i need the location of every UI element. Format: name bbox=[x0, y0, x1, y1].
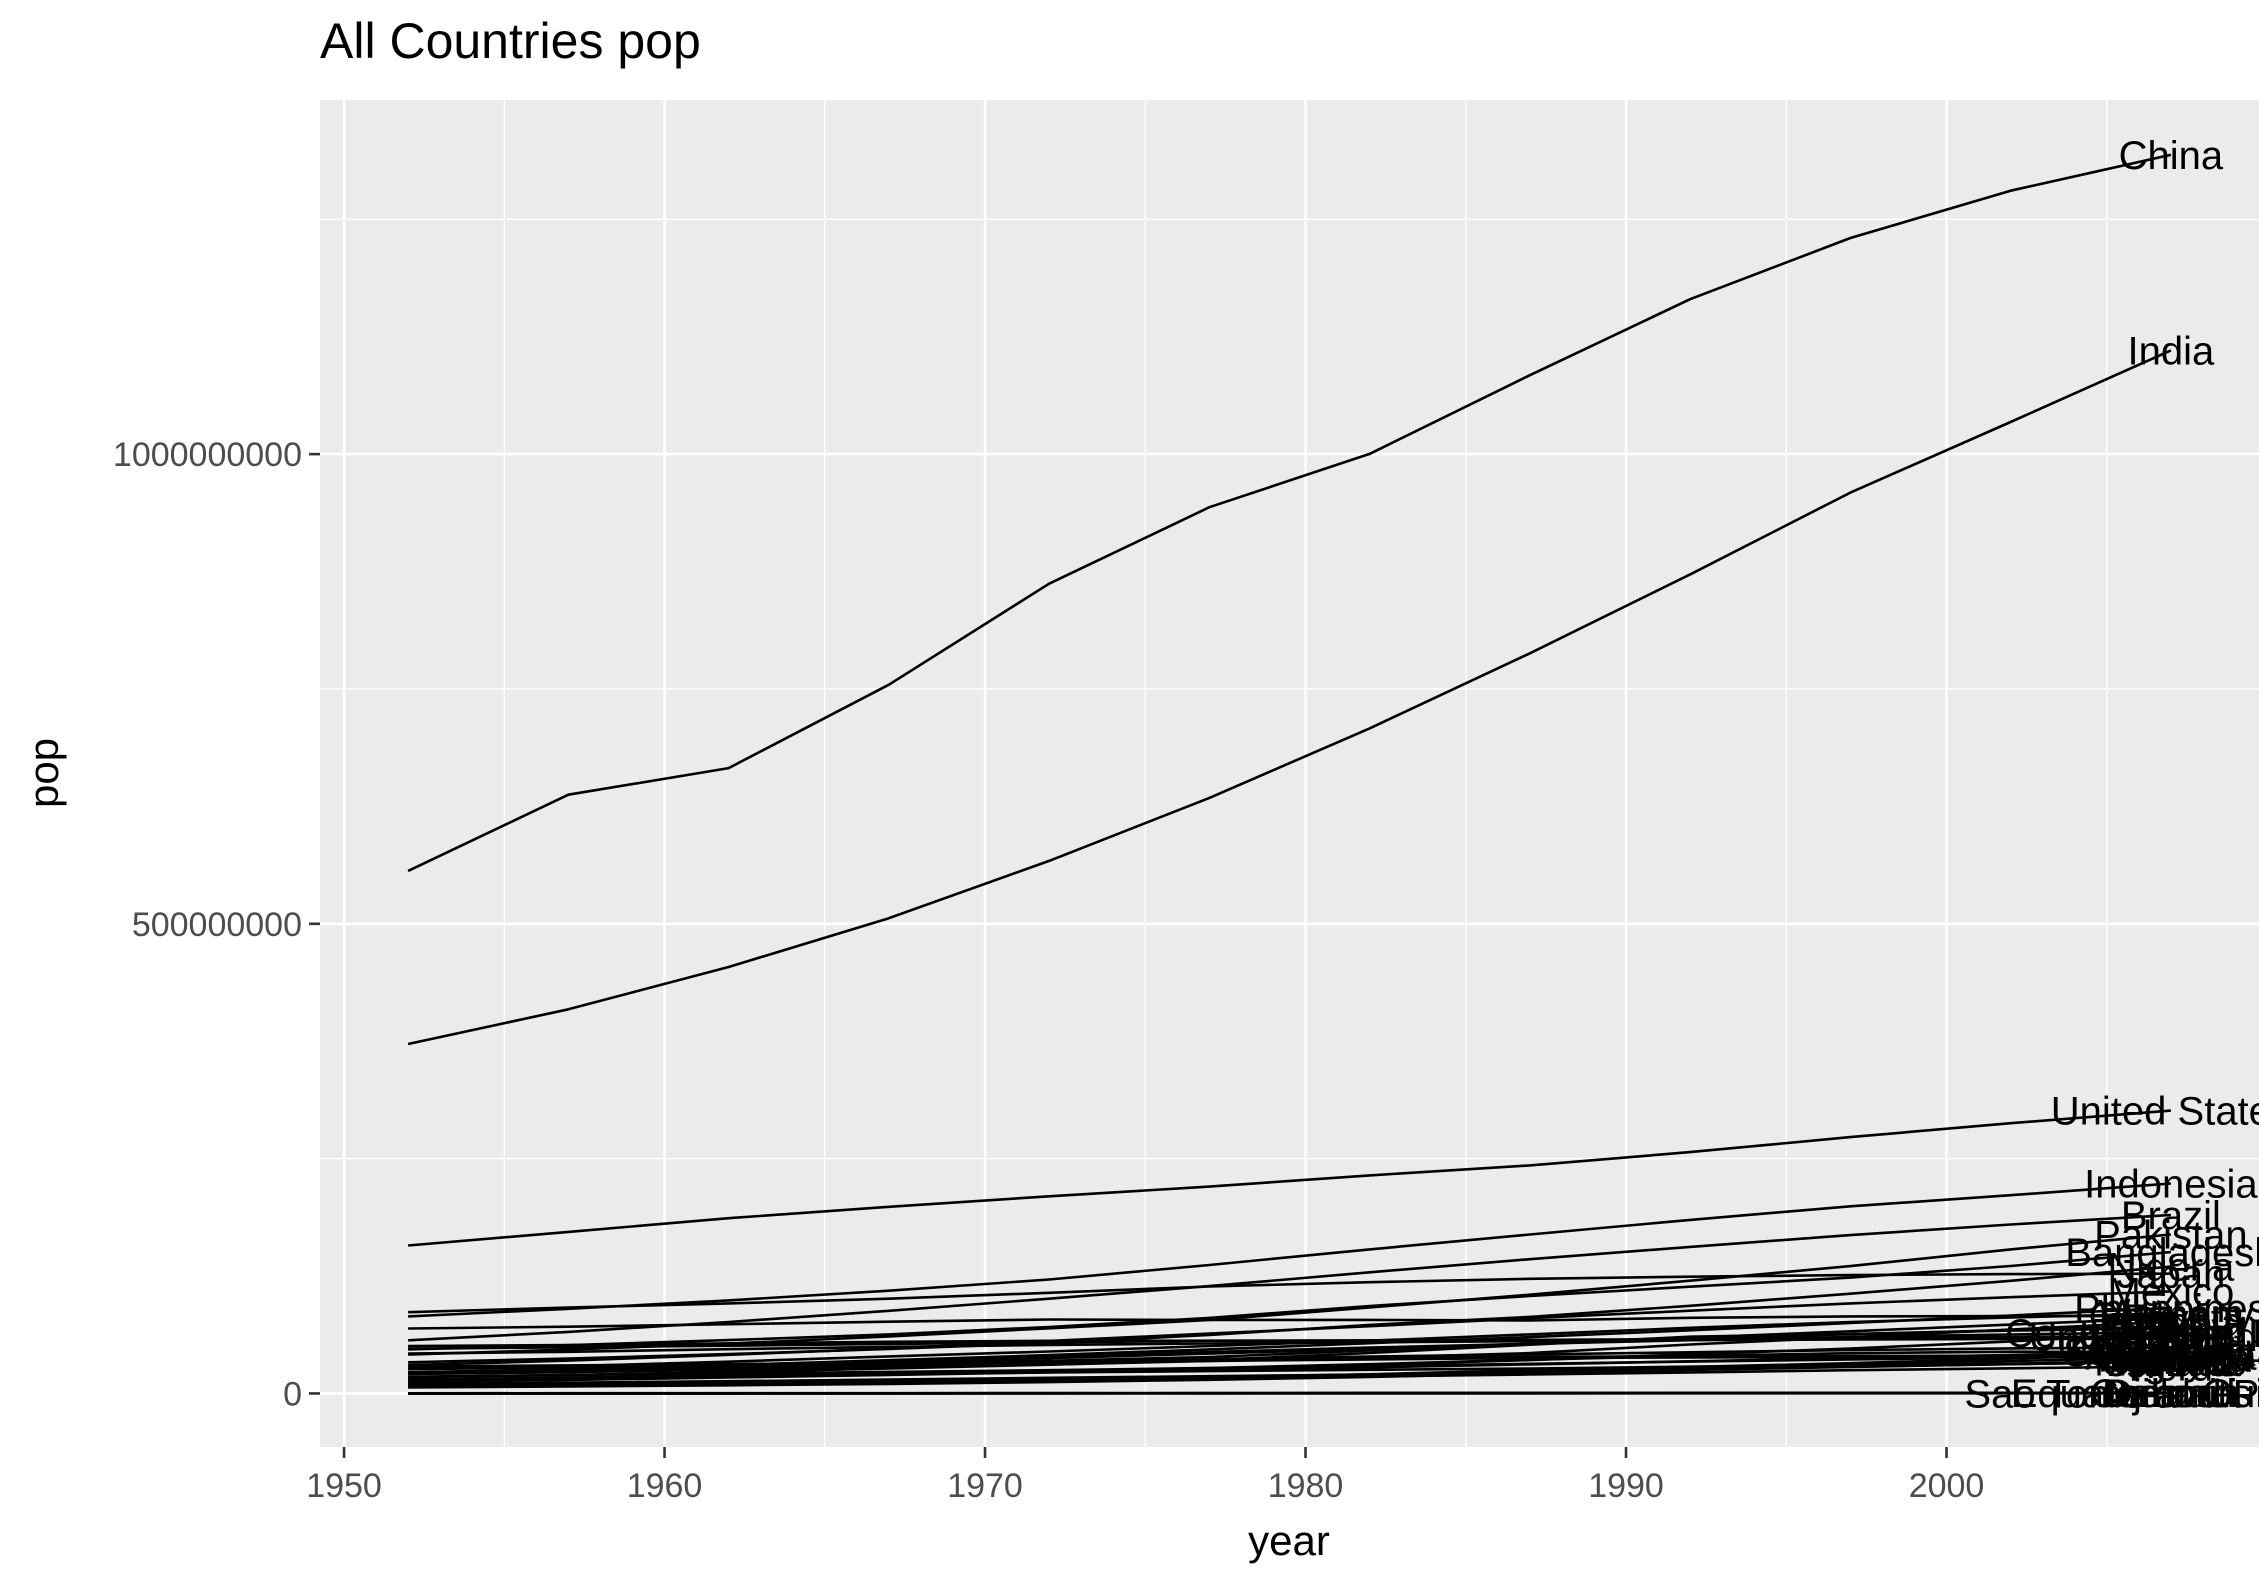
x-tick-label: 1980 bbox=[1268, 1467, 1344, 1505]
y-tick-label: 1000000000 bbox=[113, 436, 302, 474]
y-tick-label: 0 bbox=[283, 1375, 302, 1413]
series-label: India bbox=[2127, 329, 2214, 373]
x-tick-label: 1960 bbox=[627, 1467, 703, 1505]
plot-panel bbox=[320, 100, 2259, 1447]
x-tick-label: 1970 bbox=[947, 1467, 1023, 1505]
chart-title: All Countries pop bbox=[320, 13, 701, 69]
series-label: Comoros bbox=[2090, 1372, 2252, 1416]
y-tick-label: 500000000 bbox=[132, 906, 302, 944]
y-axis-title: pop bbox=[20, 738, 67, 808]
x-tick-label: 2000 bbox=[1909, 1467, 1985, 1505]
series-line bbox=[408, 1393, 2171, 1394]
x-tick-label: 1950 bbox=[306, 1467, 382, 1505]
series-label: United States bbox=[2051, 1090, 2259, 1134]
x-tick-label: 1990 bbox=[1588, 1467, 1664, 1505]
x-axis-title: year bbox=[1248, 1517, 1330, 1564]
series-label: China bbox=[2119, 134, 2224, 178]
